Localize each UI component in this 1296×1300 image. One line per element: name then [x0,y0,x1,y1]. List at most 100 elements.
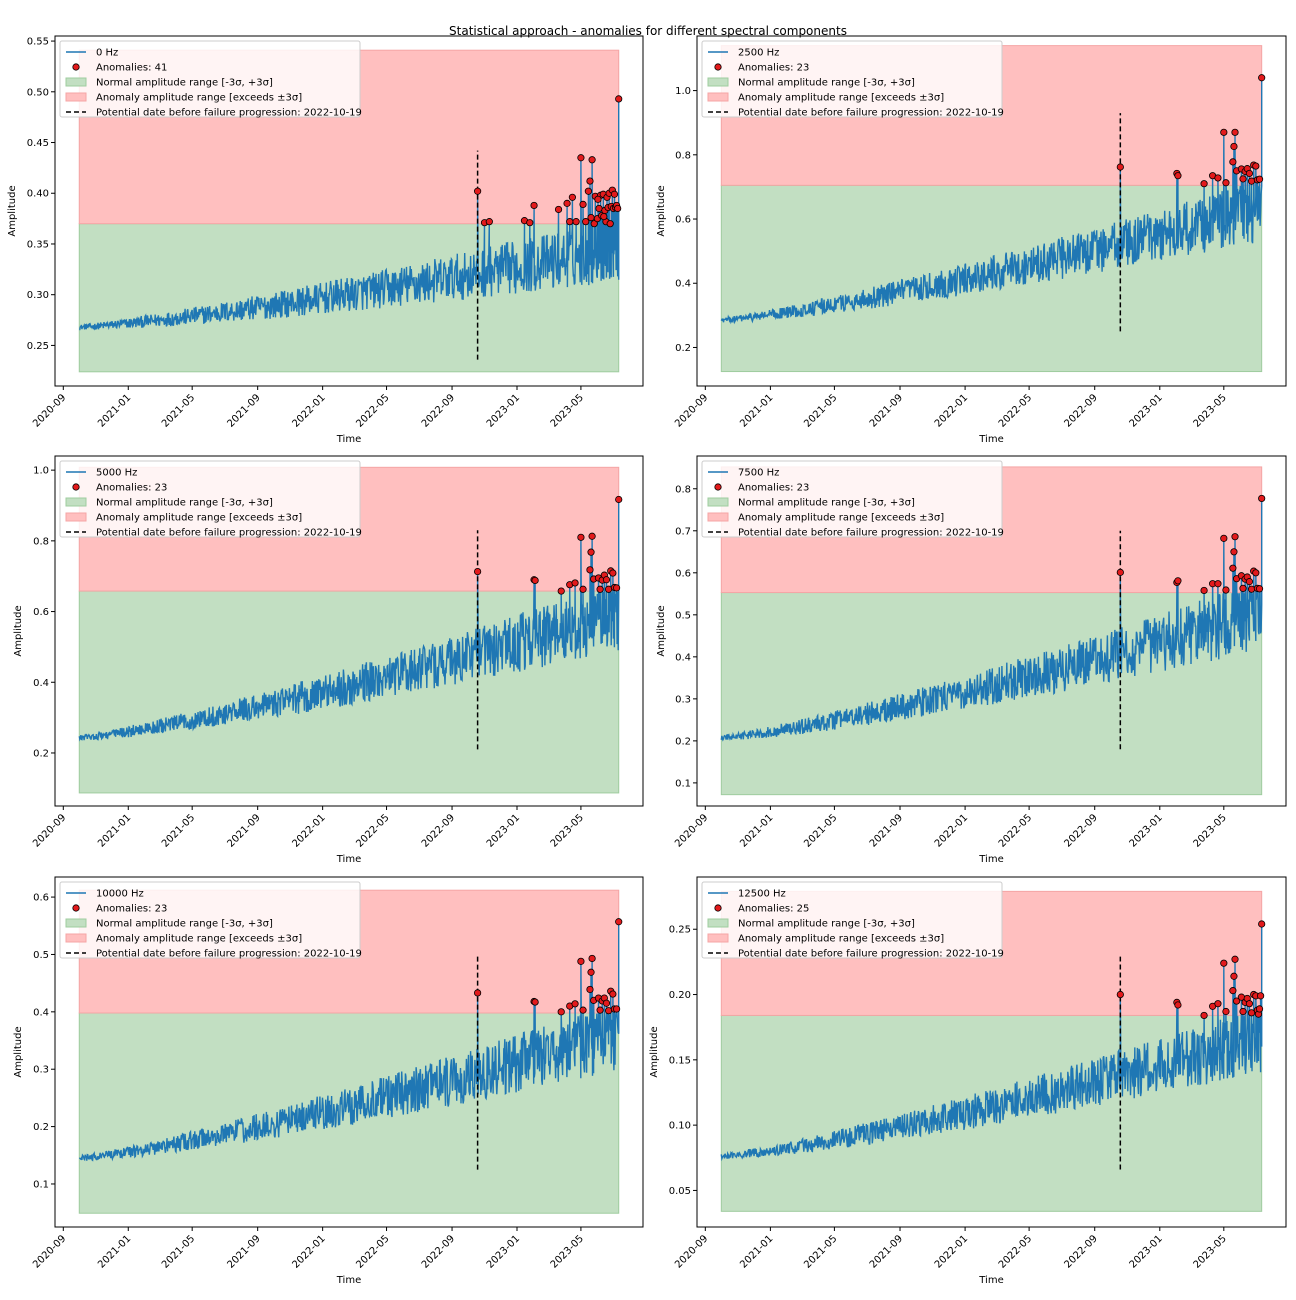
anomaly-point [614,204,622,213]
normal-range-band [720,592,1263,796]
anomaly-point [1220,128,1228,136]
anomaly-point [1231,955,1239,963]
legend-label: Anomalies: 41 [96,63,167,74]
legend-label: Anomaly amplitude range [exceeds ±3σ] [96,93,302,104]
anomaly-point [1174,577,1182,585]
anomaly-point [586,566,594,574]
anomaly-point [1247,585,1256,593]
anomaly-point [1258,920,1266,928]
x-tick-label: 2022-05 [997,812,1034,849]
legend-green-swatch [65,77,87,87]
normal-range-band [720,1014,1263,1212]
y-tick-label: 0.3 [675,694,691,705]
anomaly-point [557,1008,565,1016]
anomaly-point [554,205,563,214]
x-tick-label: 2023-01 [485,392,522,429]
legend-box [59,40,361,118]
x-tick-label: 2021-09 [868,812,905,849]
y-axis-label: Amplitude [13,605,24,656]
x-tick-label: 2021-01 [738,812,775,849]
legend-box [701,460,1003,538]
anomaly-point [1231,533,1239,541]
anomaly-point [615,95,623,103]
x-tick-label: 2021-09 [868,1233,905,1270]
x-axis-label: Time [336,854,361,865]
anomaly-point [1255,585,1264,593]
legend-dot-swatch [72,483,80,491]
anomaly-point [1257,992,1265,1000]
anomaly-point [1231,128,1239,136]
legend-dot-swatch [714,483,722,491]
legend-label: Anomaly amplitude range [exceeds ±3σ] [96,513,302,524]
signal-line [79,98,620,331]
anomaly-point [1174,172,1182,180]
anomaly-point [615,495,623,504]
y-tick-label: 0.30 [27,290,49,301]
y-tick-label: 0.2 [33,1122,49,1133]
anomaly-point [584,187,592,195]
y-tick-label: 0.6 [675,568,691,579]
anomaly-point [1214,174,1222,182]
x-tick-label: 2022-09 [420,812,457,849]
anomaly-point [586,985,594,994]
legend-green-swatch [707,77,729,87]
y-tick-label: 0.5 [675,610,691,621]
y-tick-label: 1.0 [675,86,691,97]
anomaly-point [1220,534,1228,542]
y-tick-label: 0.5 [33,950,49,961]
legend-label: Anomalies: 25 [738,904,809,915]
anomaly-point [572,218,580,226]
legend: 12500 Hz Anomalies: 25 Normal amplitude ra… [701,881,1004,960]
x-tick-label: 2022-05 [354,392,391,429]
x-tick-label: 2023-01 [1128,1233,1165,1270]
anomaly-point [577,957,585,965]
x-tick-label: 2023-05 [549,392,586,429]
y-tick-label: 0.8 [675,150,691,161]
legend-red-swatch [65,512,87,522]
x-tick-label: 2021-09 [225,392,262,429]
x-axis-label: Time [336,434,361,445]
legend-dot-swatch [72,63,80,71]
signal-line [78,499,620,742]
x-tick-label: 2022-09 [420,392,457,429]
anomaly-point [1258,494,1266,503]
anomaly-point [600,212,608,221]
anomaly-point [566,218,574,226]
x-tick-label: 2023-05 [1192,392,1229,429]
y-tick-label: 0.4 [675,652,691,663]
signal-line [720,498,1263,742]
anomaly-point [1116,163,1124,171]
y-tick-label: 0.7 [675,526,691,537]
anomaly-point [1255,175,1264,183]
legend-label: 10000 Hz [96,889,144,900]
legend-label: 12500 Hz [738,889,786,900]
axes-frame [696,876,1287,1228]
y-tick-label: 0.2 [675,736,691,747]
anomaly-point [474,187,482,195]
x-tick-label: 2023-05 [1192,812,1229,849]
y-tick-label: 0.3 [33,1065,49,1076]
anomaly-point [579,1006,587,1014]
anomaly-point [1220,959,1228,967]
y-tick-label: 0.40 [27,189,49,200]
y-axis-label: Amplitude [656,185,667,236]
x-tick-label: 2023-01 [1128,392,1165,429]
anomaly-point [582,218,590,226]
anomaly-point [531,998,539,1006]
x-tick-label: 2021-05 [802,812,839,849]
anomaly-point [1239,584,1247,592]
x-tick-label: 2023-05 [549,812,586,849]
anomaly-point [588,954,596,963]
legend-label: Normal amplitude range [-3σ, +3σ] [96,78,273,89]
x-tick-label: 2021-09 [225,1233,262,1270]
legend-green-swatch [707,497,729,507]
anomaly-point [579,585,587,593]
x-axis-label: Time [978,854,1003,865]
anomaly-point [1214,1000,1222,1008]
y-axis-label: Amplitude [649,1026,660,1077]
x-tick-label: 2022-01 [290,812,327,849]
x-tick-label: 2022-01 [290,392,327,429]
anomaly-point [571,579,579,587]
y-tick-label: 0.4 [33,678,49,689]
